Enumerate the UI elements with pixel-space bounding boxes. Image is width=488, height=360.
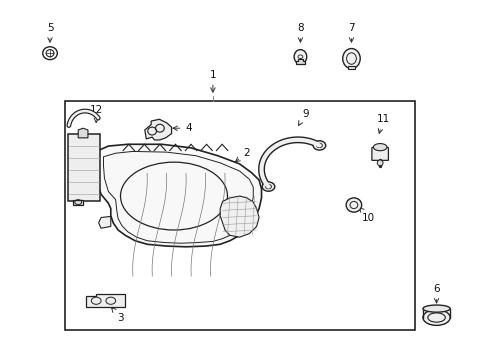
- Polygon shape: [220, 196, 259, 237]
- Ellipse shape: [342, 49, 360, 68]
- Text: 10: 10: [359, 207, 374, 222]
- Polygon shape: [371, 146, 387, 160]
- Text: 4: 4: [173, 123, 191, 133]
- Text: 11: 11: [376, 114, 389, 134]
- Polygon shape: [78, 128, 88, 138]
- Text: 7: 7: [347, 23, 354, 42]
- Text: 9: 9: [298, 109, 308, 126]
- Ellipse shape: [312, 141, 325, 150]
- Polygon shape: [95, 144, 261, 247]
- Polygon shape: [144, 119, 171, 140]
- Polygon shape: [99, 216, 111, 228]
- Ellipse shape: [422, 305, 449, 312]
- Text: 5: 5: [46, 23, 53, 42]
- Polygon shape: [73, 200, 83, 205]
- Bar: [64, 102, 414, 330]
- Ellipse shape: [422, 310, 449, 325]
- Polygon shape: [295, 59, 305, 64]
- Polygon shape: [347, 66, 355, 68]
- Ellipse shape: [346, 198, 361, 212]
- Text: 12: 12: [89, 105, 102, 122]
- Text: 2: 2: [235, 148, 250, 162]
- Polygon shape: [86, 294, 125, 307]
- Text: 8: 8: [297, 23, 303, 42]
- Ellipse shape: [372, 144, 386, 151]
- Bar: [68, 134, 100, 202]
- Text: 1: 1: [209, 69, 216, 92]
- Ellipse shape: [293, 50, 306, 64]
- Text: 3: 3: [111, 307, 123, 323]
- Ellipse shape: [262, 182, 274, 191]
- Text: 6: 6: [432, 284, 439, 303]
- Ellipse shape: [376, 160, 382, 166]
